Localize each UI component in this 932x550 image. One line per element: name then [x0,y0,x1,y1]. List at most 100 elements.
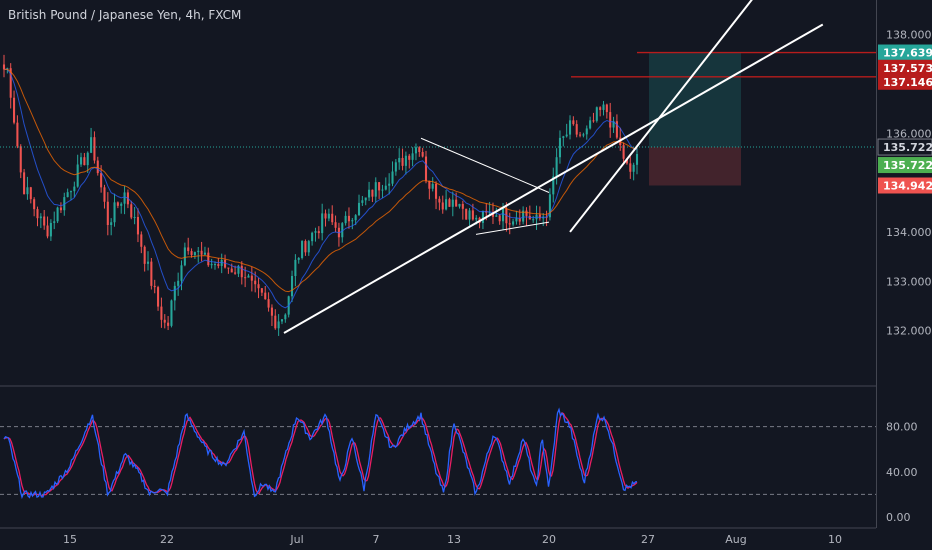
candle-body [381,189,384,191]
channel-upper-line[interactable] [569,0,798,233]
time-tick-label: 22 [160,533,174,546]
candle-body [334,222,337,228]
candle-body [548,194,551,218]
candle-body [632,164,635,172]
price-tag-target[interactable]: 137.573 [878,59,932,76]
price-tick-label: 134.000 [886,226,932,239]
candle-body [160,306,163,320]
candle-body [170,300,173,326]
candle-body [46,225,49,237]
price-tag-entry[interactable]: 135.722 [878,157,932,174]
candle-body [314,231,317,233]
wedge-lower-line[interactable] [475,221,550,235]
candle-body [183,247,186,266]
candle-body [532,219,535,221]
price-tick-label: 136.000 [886,127,932,140]
candle-body [622,145,625,159]
candle-body [579,134,582,136]
candle-body [96,160,99,174]
candle-body [130,204,133,218]
time-tick-label: 20 [542,533,556,546]
candle-body [354,215,357,221]
candle-body [247,275,250,278]
price-tag-bg [878,73,932,90]
candle-body [475,217,478,220]
candle-body [297,257,300,260]
candle-body [213,264,217,266]
candle-body [33,199,36,210]
candle-body [331,213,334,223]
candle-body [615,121,618,138]
price-tag-take-profit[interactable]: 137.639 [878,44,932,61]
time-tick-label: Aug [725,533,746,546]
candle-body [602,104,605,110]
candle-body [190,251,193,256]
candle-body [100,173,103,188]
candle-body [274,315,277,329]
candle-body [364,197,367,201]
candle-body [250,275,253,281]
channel-lower-line[interactable] [283,23,824,334]
candle-body [173,285,176,301]
candle-body [394,162,397,172]
candle-body [177,280,180,286]
chart-title: British Pound / Japanese Yen, 4h, FXCM [8,8,242,22]
candle-body [324,213,327,219]
candle-body [488,212,491,214]
candle-body [26,187,29,195]
candle-body [143,246,146,264]
candle-body [304,241,307,253]
candle-body [612,121,615,128]
price-tag-stop-loss[interactable]: 134.942 [878,177,932,194]
candle-body [210,264,213,266]
candle-body [458,203,461,207]
candle-body [43,216,46,226]
candle-body [451,199,454,207]
candle-body [217,264,220,266]
candle-body [146,261,150,264]
candle-body [66,192,69,198]
candle-body [280,319,284,322]
ma-slow-line [3,68,638,293]
candle-body [327,213,330,219]
candle-body [384,185,387,190]
candle-body [76,164,79,187]
price-tag-bg [878,157,932,174]
candle-body [317,231,320,234]
price-tag-last-price[interactable]: 135.722 [877,138,932,156]
take-profit-zone[interactable] [649,52,741,148]
candle-body [167,322,170,326]
candle-body [515,218,518,222]
candle-body [36,209,39,219]
wedge-upper-line[interactable] [420,137,550,193]
candle-body [414,147,417,154]
candle-body [56,207,59,222]
stop-loss-zone[interactable] [649,147,741,186]
candle-body [468,210,471,220]
candle-body [197,250,200,253]
candle-body [227,267,230,269]
candle-body [116,202,119,206]
candle-body [63,197,66,211]
candle-body [501,208,505,222]
candle-body [16,122,19,147]
candle-body [234,272,237,274]
price-tag-label: 135.722 [883,159,932,172]
candle-body [284,314,287,320]
candle-body [347,215,351,222]
candle-body [388,183,391,186]
candle-body [230,268,233,273]
candle-body [264,292,267,300]
candle-body [391,171,394,184]
price-tag-bg [878,44,932,61]
candle-body [207,252,210,266]
candle-body [180,265,183,281]
price-tag-target-partial[interactable]: 137.146 [878,73,932,90]
candle-body [73,186,76,192]
candle-body [562,136,565,138]
candle-body [79,157,83,165]
price-tag-label: 137.639 [883,47,932,60]
candle-body [321,213,324,234]
